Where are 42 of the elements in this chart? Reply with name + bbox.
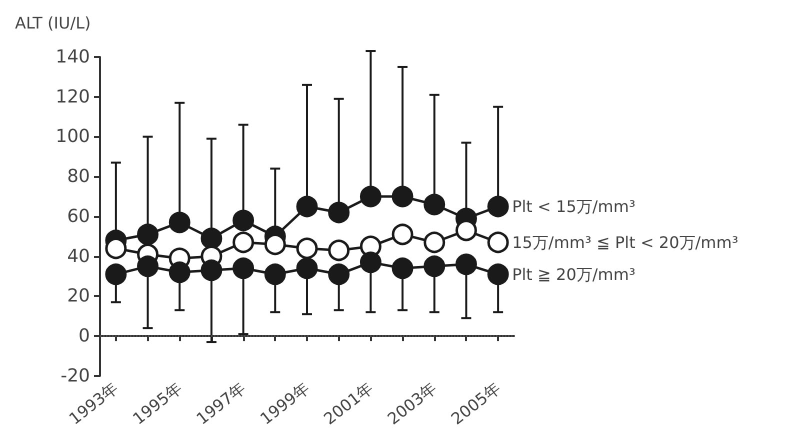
point (296, 196, 318, 218)
point (424, 232, 446, 254)
point (200, 260, 222, 282)
point (487, 232, 509, 254)
point (296, 238, 318, 260)
point (328, 264, 350, 286)
point (105, 264, 127, 286)
point (392, 186, 414, 208)
point (296, 258, 318, 280)
point (424, 194, 446, 216)
y-tick-label: 20 (67, 286, 90, 307)
point (137, 256, 159, 278)
point (360, 186, 382, 208)
y-tick-label: 140 (56, 46, 90, 68)
point (232, 210, 254, 232)
y-tick-label: -20 (60, 365, 90, 386)
point (137, 224, 159, 246)
point (328, 240, 350, 262)
y-tick-label: 120 (56, 86, 90, 108)
series-label: Plt ≧ 20万/mm³ (512, 264, 636, 284)
point (392, 224, 414, 246)
point (232, 258, 254, 280)
y-tick-label: 40 (67, 246, 90, 267)
point (232, 232, 254, 254)
point (392, 258, 414, 280)
series-label: Plt < 15万/mm³ (512, 197, 636, 216)
point (264, 264, 286, 286)
y-tick-label: 0 (78, 326, 90, 347)
y-axis-title: ALT (IU/L) (15, 14, 91, 32)
point (487, 196, 509, 218)
y-tick-label: 80 (67, 166, 90, 188)
point (328, 202, 350, 224)
point (168, 212, 190, 234)
point (360, 252, 382, 274)
point (487, 264, 509, 286)
series-label: 15万/mm³ ≦ Plt < 20万/mm³ (512, 232, 738, 252)
y-tick-label: 60 (67, 206, 90, 227)
point (456, 254, 477, 276)
y-tick-label: 100 (56, 126, 90, 148)
point (168, 262, 190, 284)
point (424, 256, 446, 278)
point (200, 228, 222, 250)
